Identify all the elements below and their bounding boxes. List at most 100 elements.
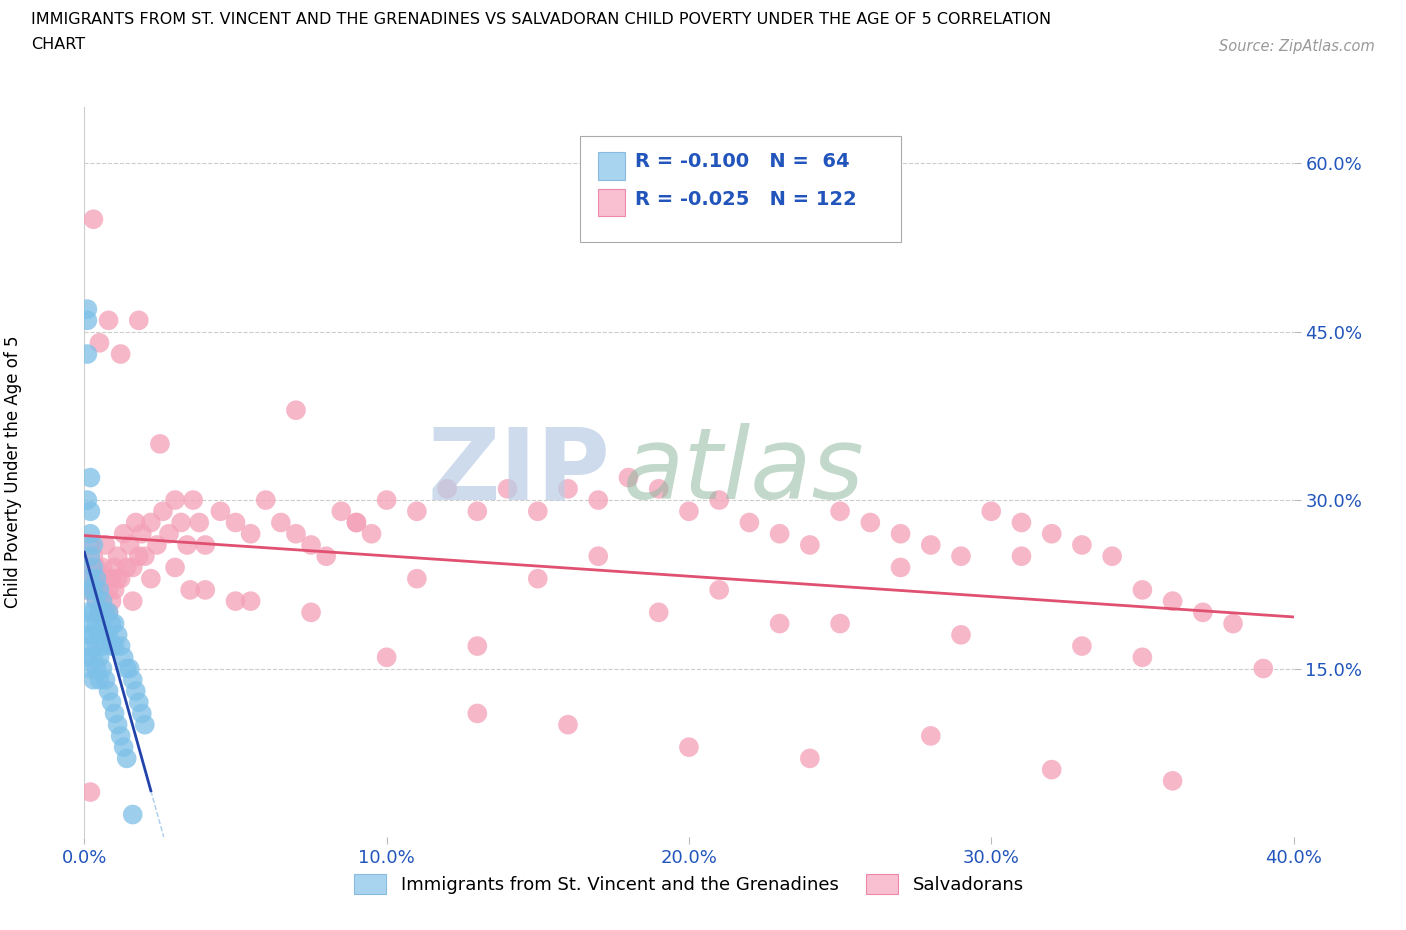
Point (588, 549, 610, 564)
Point (152, 504, 174, 519)
Point (128, 695, 150, 710)
Text: ZIP: ZIP (427, 423, 610, 521)
Point (176, 538, 198, 552)
Point (209, 504, 232, 519)
Point (82, 582, 104, 597)
Point (94, 604, 117, 619)
Point (110, 728, 132, 743)
Point (285, 526, 308, 541)
Point (89, 336, 111, 351)
Point (980, 504, 1002, 519)
Point (1161, 774, 1184, 789)
Point (527, 571, 550, 586)
Point (799, 538, 821, 552)
Point (118, 661, 141, 676)
Point (86, 639, 108, 654)
Point (179, 582, 201, 597)
Point (128, 312, 150, 327)
Point (107, 571, 129, 586)
Point (1011, 549, 1033, 564)
Point (346, 515, 368, 530)
Point (115, 661, 138, 676)
Point (1130, 650, 1153, 665)
Point (285, 403, 308, 418)
Point (557, 717, 579, 732)
Point (557, 482, 579, 497)
Point (104, 706, 127, 721)
Point (107, 549, 129, 564)
Point (86, 593, 108, 608)
Point (76, 650, 98, 665)
Point (97, 604, 120, 619)
Point (76, 493, 98, 508)
Point (527, 504, 550, 519)
Text: CHART: CHART (31, 37, 84, 52)
Point (254, 493, 277, 508)
Point (91, 617, 114, 631)
Point (76, 301, 98, 316)
Point (1040, 763, 1063, 777)
Point (139, 571, 162, 586)
Point (125, 515, 148, 530)
Point (375, 650, 398, 665)
Point (100, 695, 122, 710)
Point (89, 628, 111, 643)
Point (1071, 538, 1094, 552)
Point (950, 549, 973, 564)
Point (76, 560, 98, 575)
Point (769, 526, 792, 541)
Point (79, 617, 101, 631)
Point (86, 617, 108, 631)
Point (79, 504, 101, 519)
Point (86, 560, 108, 575)
Point (110, 571, 132, 586)
Point (94, 571, 117, 586)
Text: Source: ZipAtlas.com: Source: ZipAtlas.com (1219, 39, 1375, 54)
Text: atlas: atlas (623, 423, 865, 521)
Point (79, 526, 101, 541)
Point (82, 549, 104, 564)
Point (110, 639, 132, 654)
Point (146, 538, 169, 552)
Point (225, 515, 247, 530)
Point (86, 582, 108, 597)
Point (890, 560, 912, 575)
Point (121, 560, 143, 575)
Point (76, 582, 98, 597)
Point (194, 582, 217, 597)
Bar (599, 153, 624, 180)
Point (82, 582, 104, 597)
Point (76, 312, 98, 327)
Point (799, 751, 821, 765)
Point (769, 617, 792, 631)
Point (588, 493, 610, 508)
Point (1253, 661, 1275, 676)
Point (1101, 549, 1123, 564)
Point (82, 212, 104, 227)
Point (79, 639, 101, 654)
Point (170, 515, 193, 530)
Text: R = -0.025   N = 122: R = -0.025 N = 122 (634, 190, 856, 209)
Point (1040, 526, 1063, 541)
Point (121, 593, 143, 608)
Point (225, 593, 247, 608)
Point (709, 582, 731, 597)
Point (188, 515, 211, 530)
Point (82, 538, 104, 552)
Point (91, 661, 114, 676)
Point (91, 639, 114, 654)
Point (104, 639, 127, 654)
Point (436, 482, 458, 497)
Point (270, 515, 292, 530)
Point (125, 684, 148, 698)
Point (134, 717, 156, 732)
Point (115, 751, 138, 765)
Point (1130, 582, 1153, 597)
Point (709, 493, 731, 508)
Point (157, 526, 180, 541)
Point (830, 617, 852, 631)
Point (86, 661, 108, 676)
Point (91, 593, 114, 608)
Point (94, 628, 117, 643)
Point (79, 571, 101, 586)
